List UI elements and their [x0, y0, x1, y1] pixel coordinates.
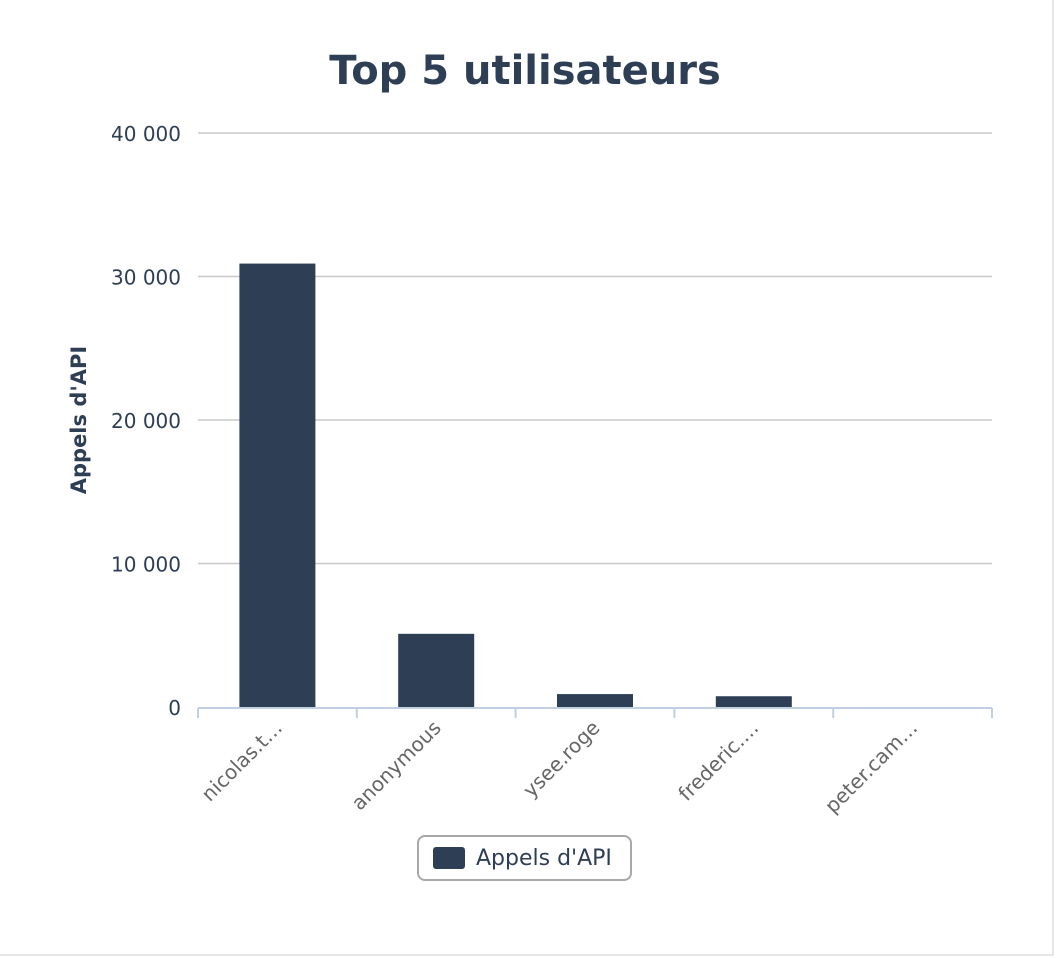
x-tick-label: frederic.… — [673, 716, 763, 806]
grid-lines — [198, 132, 992, 565]
x-axis-labels: nicolas.t… anonymous ysee.roge frederic.… pe… — [196, 716, 922, 818]
y-tick-label: 30 000 — [111, 266, 181, 290]
bar[interactable] — [715, 696, 792, 707]
chart-title: Top 5 utilisateurs — [329, 48, 721, 94]
legend-swatch — [433, 847, 465, 869]
x-tick-label: ysee.roge — [518, 716, 604, 802]
legend-label: Appels d'API — [476, 845, 612, 871]
x-axis — [197, 707, 993, 718]
bars — [239, 263, 792, 707]
bar[interactable] — [398, 633, 475, 707]
legend[interactable]: Appels d'API — [417, 835, 632, 881]
bar[interactable] — [557, 694, 633, 707]
y-tick-label: 10 000 — [111, 553, 181, 577]
x-tick-label: nicolas.t… — [196, 716, 286, 806]
y-tick-label: 20 000 — [111, 409, 181, 433]
y-axis-title: Appels d'API — [67, 346, 91, 495]
x-tick-label: anonymous — [346, 716, 445, 815]
y-tick-label: 0 — [168, 696, 181, 720]
bar[interactable] — [239, 263, 316, 707]
y-axis-ticks: 0 10 000 20 000 30 000 40 000 — [111, 122, 181, 720]
x-tick-label: peter.cam… — [820, 716, 922, 818]
y-tick-label: 40 000 — [111, 122, 181, 146]
